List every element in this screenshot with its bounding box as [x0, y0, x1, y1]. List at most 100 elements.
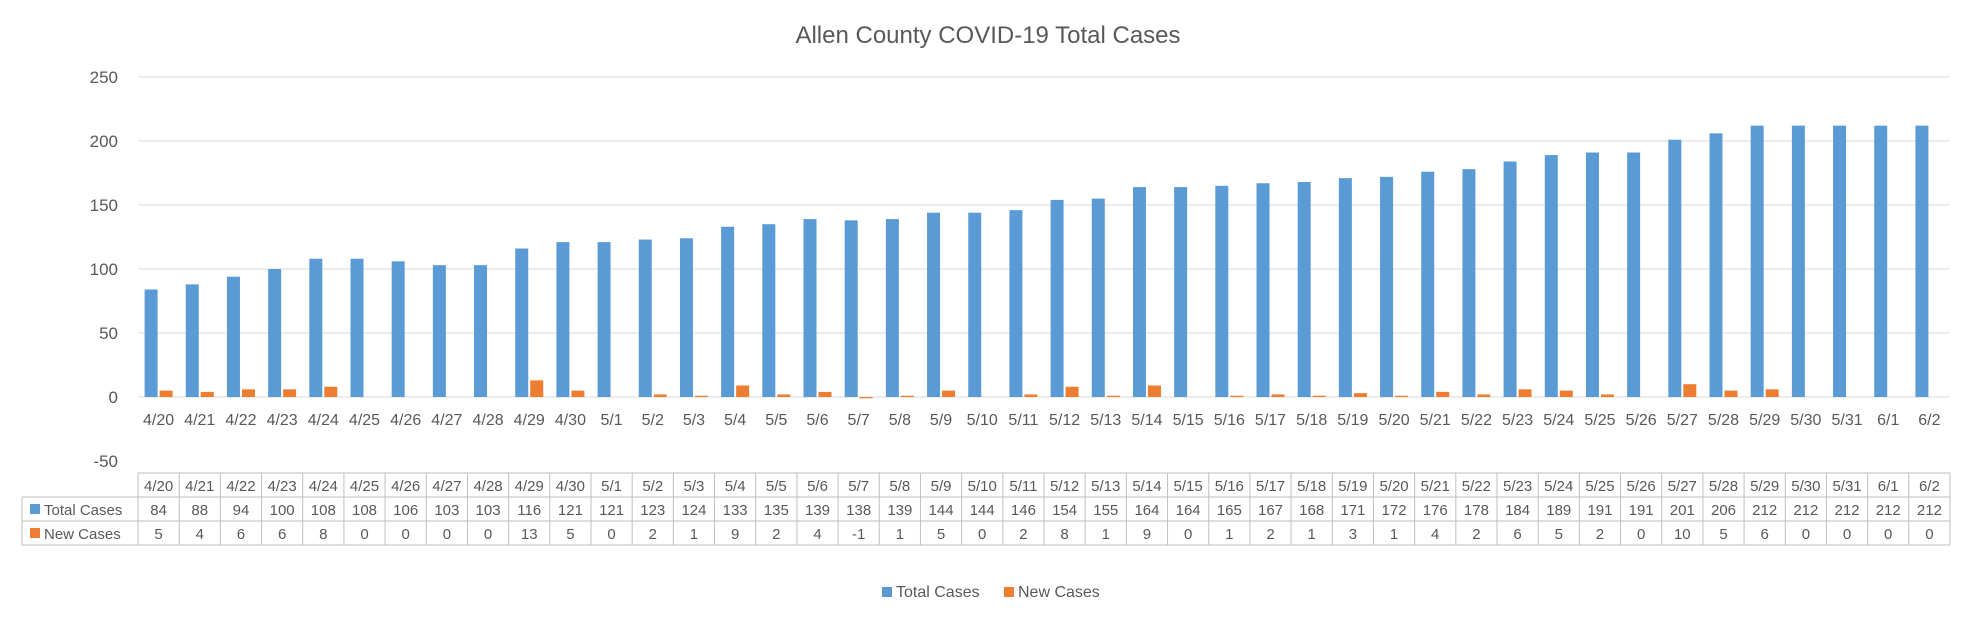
chart-title: Allen County COVID-19 Total Cases [795, 22, 1180, 49]
legend-label: New Cases [1018, 584, 1100, 601]
x-tick-label: 5/3 [683, 412, 705, 429]
bar-new-cases-5/27 [1683, 384, 1697, 397]
bar-total-cases-5/15 [1174, 187, 1188, 397]
y-tick-label: -50 [93, 452, 118, 471]
bar-total-cases-4/26 [391, 261, 405, 397]
table-cell: 212 [1835, 502, 1860, 519]
bar-new-cases-5/21 [1436, 391, 1450, 397]
bar-total-cases-5/25 [1585, 152, 1599, 397]
x-tick-label: 5/13 [1090, 412, 1121, 429]
table-header-cell: 6/2 [1919, 478, 1940, 495]
table-cell: 5 [154, 526, 162, 543]
table-cell: 0 [484, 526, 492, 543]
bar-new-cases-4/29 [530, 380, 544, 397]
table-cell: 189 [1546, 502, 1571, 519]
bar-new-cases-5/9 [942, 390, 956, 397]
table-cell: 212 [1876, 502, 1901, 519]
bar-total-cases-5/4 [721, 226, 735, 397]
table-header-cell: 5/10 [968, 478, 997, 495]
table-cell: 1 [1102, 526, 1110, 543]
table-header-cell: 5/29 [1750, 478, 1779, 495]
table-cell: 154 [1052, 502, 1077, 519]
bar-total-cases-4/28 [474, 265, 488, 397]
bar-new-cases-5/29 [1765, 389, 1779, 397]
bar-new-cases-5/25 [1600, 394, 1614, 397]
table-cell: 9 [731, 526, 739, 543]
table-cell: 6 [1513, 526, 1521, 543]
x-tick-label: 5/31 [1831, 412, 1862, 429]
table-cell: 0 [1637, 526, 1645, 543]
x-tick-label: 6/1 [1877, 412, 1899, 429]
x-tick-label: 4/23 [267, 412, 298, 429]
bar-total-cases-4/24 [309, 258, 323, 397]
bar-total-cases-4/22 [226, 276, 240, 397]
bar-new-cases-5/2 [653, 394, 667, 397]
table-cell: 201 [1670, 502, 1695, 519]
table-cell: 146 [1011, 502, 1036, 519]
y-tick-label: 150 [90, 196, 118, 215]
legend-key-total-cases [882, 587, 892, 597]
x-tick-label: 5/12 [1049, 412, 1080, 429]
table-cell: 164 [1134, 502, 1159, 519]
x-tick-label: 5/25 [1584, 412, 1615, 429]
table-cell: 176 [1423, 502, 1448, 519]
table-cell: 1 [1308, 526, 1316, 543]
bar-new-cases-5/7 [859, 397, 873, 399]
table-cell: 2 [649, 526, 657, 543]
bar-total-cases-5/29 [1750, 125, 1764, 397]
bar-total-cases-4/30 [556, 242, 570, 397]
x-tick-label: 5/8 [889, 412, 911, 429]
table-header-cell: 5/26 [1627, 478, 1656, 495]
x-tick-label: 5/15 [1173, 412, 1204, 429]
x-tick-label: 5/26 [1626, 412, 1657, 429]
bar-total-cases-5/22 [1462, 169, 1476, 397]
bar-total-cases-5/20 [1380, 176, 1394, 397]
table-cell: 2 [1472, 526, 1480, 543]
x-tick-label: 5/20 [1378, 412, 1409, 429]
legend: Total Cases New Cases [882, 584, 1100, 601]
bar-total-cases-5/28 [1709, 133, 1723, 397]
x-tick-label: 5/11 [1008, 412, 1038, 429]
table-cell: 0 [360, 526, 368, 543]
table-header-cell: 5/3 [684, 478, 705, 495]
table-header-cell: 5/1 [601, 478, 622, 495]
table-cell: 139 [805, 502, 830, 519]
table-row-label: New Cases [44, 526, 121, 543]
table-header-cell: 5/5 [766, 478, 787, 495]
x-tick-label: 5/14 [1131, 412, 1162, 429]
bar-total-cases-5/14 [1132, 187, 1146, 397]
table-cell: 2 [1019, 526, 1027, 543]
table-cell: 124 [681, 502, 706, 519]
y-tick-label: 100 [90, 260, 118, 279]
table-cell: 121 [558, 502, 583, 519]
table-cell: 0 [607, 526, 615, 543]
bar-new-cases-5/17 [1271, 394, 1285, 397]
x-tick-label: 5/4 [724, 412, 746, 429]
x-tick-label: 5/18 [1296, 412, 1327, 429]
bar-total-cases-5/26 [1627, 152, 1641, 397]
table-cell: 2 [772, 526, 780, 543]
table-header-cell: 4/22 [226, 478, 255, 495]
x-tick-label: 4/24 [308, 412, 339, 429]
bars [144, 125, 1929, 399]
bar-new-cases-4/23 [283, 389, 297, 397]
bar-new-cases-5/23 [1518, 389, 1532, 397]
table-cell: 212 [1793, 502, 1818, 519]
table-header-cell: 5/27 [1668, 478, 1697, 495]
table-cell: -1 [852, 526, 865, 543]
table-cell: 139 [887, 502, 912, 519]
table-header-cell: 4/29 [515, 478, 544, 495]
x-tick-label: 4/28 [472, 412, 503, 429]
table-cell: 94 [233, 502, 250, 519]
bar-total-cases-6/2 [1915, 125, 1929, 397]
x-tick-label: 4/30 [555, 412, 586, 429]
bar-total-cases-5/16 [1215, 185, 1229, 397]
bar-total-cases-4/20 [144, 289, 158, 397]
x-axis-tick-labels: 4/20 4/21 4/22 4/23 4/24 4/25 4/26 4/27 4/28 4/29… [143, 412, 1941, 429]
table-cell: 168 [1299, 502, 1324, 519]
y-axis-tick-labels: -50 0 50 100 150 200 250 [90, 68, 118, 471]
x-tick-label: 4/21 [184, 412, 215, 429]
bar-total-cases-5/10 [968, 212, 982, 397]
table-cell: 0 [978, 526, 986, 543]
table-header-cell: 5/24 [1544, 478, 1573, 495]
